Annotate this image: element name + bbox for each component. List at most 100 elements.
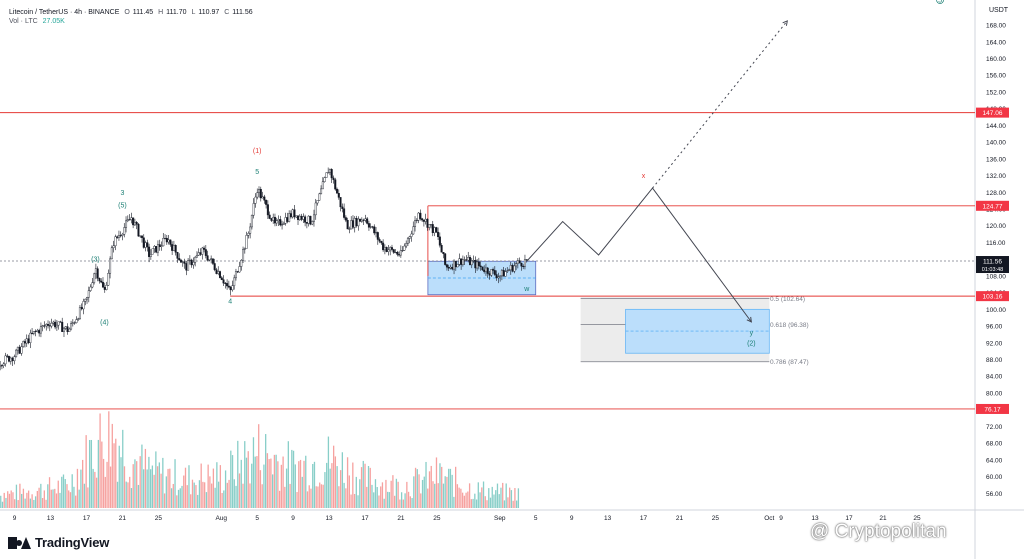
candle-body xyxy=(305,222,308,224)
candle-body xyxy=(151,248,154,255)
candle-body xyxy=(130,217,133,221)
volume-bar xyxy=(500,487,502,508)
candle-body xyxy=(249,226,252,234)
candle-body xyxy=(15,349,18,357)
candle-body xyxy=(47,324,50,326)
volume-bar xyxy=(113,443,115,508)
volume-bar xyxy=(109,466,112,508)
volume-bar xyxy=(238,473,241,508)
x-tick-label: 17 xyxy=(361,515,369,522)
candle-body xyxy=(125,220,128,228)
volume-bar xyxy=(289,483,291,508)
volume-bar xyxy=(400,492,403,508)
close-label: C xyxy=(224,9,230,16)
volume-bar xyxy=(170,488,173,508)
candle-body xyxy=(394,252,397,254)
volume-bar xyxy=(50,489,52,508)
candle-body xyxy=(268,214,271,219)
volume-bar xyxy=(69,492,72,508)
volume-bar xyxy=(129,476,131,508)
candle-body xyxy=(233,277,236,286)
y-tick-label: 72.00 xyxy=(986,424,1003,431)
candle-body xyxy=(304,216,307,223)
volume-bar xyxy=(191,479,194,508)
candle-body xyxy=(508,269,511,271)
x-tick-label: 25 xyxy=(433,515,441,522)
volume-bar xyxy=(85,435,87,508)
wave-label: 5 xyxy=(938,0,942,5)
candle-body xyxy=(103,287,106,290)
volume-bar xyxy=(151,465,154,508)
candle-body xyxy=(291,209,294,218)
volume-bar xyxy=(15,484,18,508)
candle-body xyxy=(516,260,519,264)
volume-bar xyxy=(364,463,366,508)
volume-bar xyxy=(350,494,352,508)
candle-body xyxy=(321,181,324,190)
candle-body xyxy=(66,326,69,332)
candle-body xyxy=(316,200,319,204)
volume-bar xyxy=(48,477,51,508)
candle-body xyxy=(513,265,516,272)
volume-bar xyxy=(41,497,44,508)
candle-body xyxy=(389,247,392,251)
candle-body xyxy=(375,232,378,234)
candle-body xyxy=(297,215,300,220)
volume-bar xyxy=(256,456,258,508)
volume-bar xyxy=(261,484,263,508)
volume-bar xyxy=(205,492,208,508)
volume-bar xyxy=(414,467,417,508)
volume-bar xyxy=(404,493,406,508)
candle-body xyxy=(213,263,216,270)
candle-body xyxy=(25,338,28,344)
y-tick-label: 84.00 xyxy=(986,374,1003,381)
volume-bar xyxy=(442,483,445,508)
candle-body xyxy=(116,236,119,238)
candle-body xyxy=(339,197,342,208)
volume-bar xyxy=(444,476,446,508)
volume-bar xyxy=(71,474,73,508)
candle-body xyxy=(346,220,349,230)
candle-body xyxy=(343,208,346,218)
volume-bar xyxy=(247,451,249,508)
candle-body xyxy=(219,271,222,278)
candle-body xyxy=(68,328,71,332)
volume-bar xyxy=(31,494,33,508)
volume-bar xyxy=(177,489,180,508)
candle-body xyxy=(399,250,402,256)
x-tick-label: 9 xyxy=(291,515,295,522)
volume-bar xyxy=(402,499,405,508)
volume-bar xyxy=(380,486,382,508)
volume-bar xyxy=(64,479,66,508)
volume-bar xyxy=(244,441,246,508)
candle-body xyxy=(256,192,259,198)
candle-body xyxy=(220,277,223,280)
candle-body xyxy=(440,245,443,253)
volume-bar xyxy=(230,450,232,508)
tradingview-brand[interactable]: TradingView xyxy=(8,535,109,550)
y-tick-label: 140.00 xyxy=(986,140,1006,147)
candle-body xyxy=(265,200,268,205)
current-price-tag xyxy=(976,256,1009,274)
y-tick-label: 136.00 xyxy=(986,156,1006,163)
volume-bar xyxy=(251,463,253,508)
volume-bar xyxy=(285,468,288,508)
volume-bar xyxy=(19,483,21,508)
candle-body xyxy=(302,216,305,220)
candle-body xyxy=(270,218,273,221)
volume-bar xyxy=(101,441,103,508)
volume-bar xyxy=(146,469,148,508)
candle-body xyxy=(272,216,275,221)
volume-bar xyxy=(172,483,174,508)
candle-body xyxy=(206,255,209,261)
y-tick-label: 64.00 xyxy=(986,457,1003,464)
candle-body xyxy=(486,267,489,274)
candle-body xyxy=(203,247,206,250)
x-tick-label: 13 xyxy=(604,515,612,522)
volume-bar xyxy=(332,445,335,508)
candle-body xyxy=(467,257,470,261)
volume-bar xyxy=(221,492,223,508)
volume-bar xyxy=(319,482,321,508)
candle-body xyxy=(78,307,81,320)
